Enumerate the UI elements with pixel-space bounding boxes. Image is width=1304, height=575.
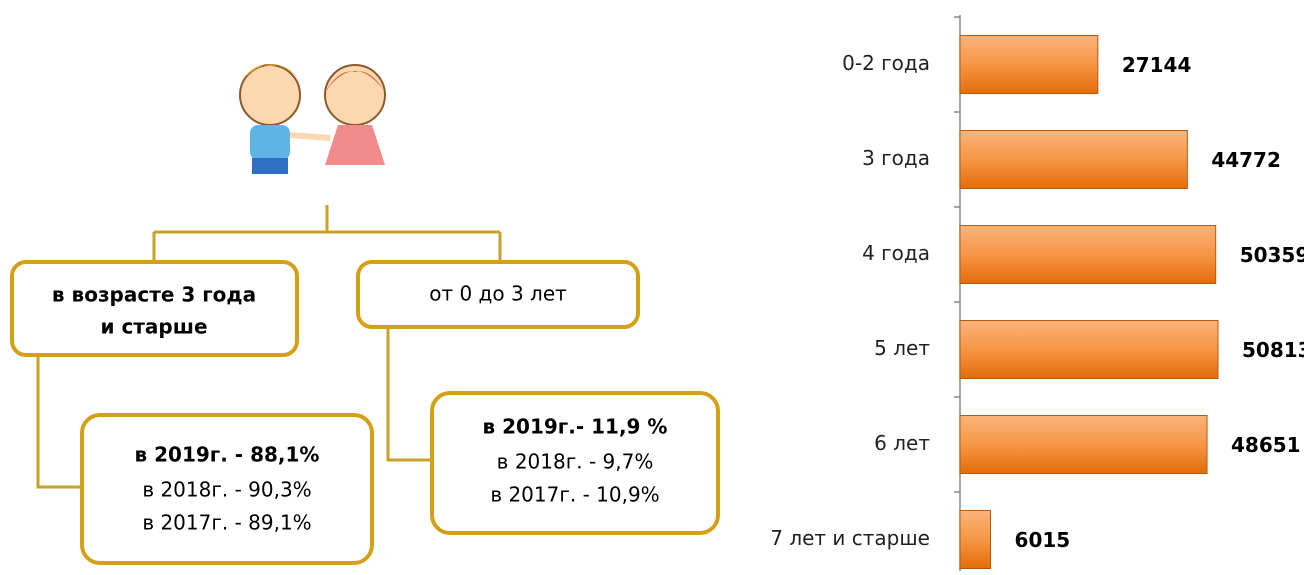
bar (960, 226, 1216, 284)
box-text: и старше (100, 315, 207, 339)
value-label: 44772 (1211, 148, 1281, 172)
bar-chart: 0-2 года 27144 3 года 44772 4 года 50359 5 лет… (770, 15, 1304, 571)
box-text: в возрасте 3 года (52, 283, 256, 307)
result-text: в 2018г. - 9,7% (497, 450, 654, 474)
result-text: в 2019г. - 88,1% (135, 443, 320, 467)
bar (960, 511, 991, 569)
value-label: 6015 (1015, 528, 1071, 552)
category-label: 6 лет (874, 431, 930, 455)
value-label: 48651 (1231, 433, 1301, 457)
category-label: 7 лет и старше (770, 526, 930, 550)
bar (960, 131, 1187, 189)
value-label: 27144 (1122, 53, 1192, 77)
box-text: от 0 до 3 лет (429, 282, 567, 306)
bar (960, 321, 1218, 379)
left-box (12, 262, 297, 355)
bar (960, 36, 1098, 94)
value-label: 50359 (1240, 243, 1304, 267)
canvas: в возрасте 3 года и старше от 0 до 3 лет… (0, 0, 1304, 571)
result-text: в 2017г. - 10,9% (490, 483, 659, 507)
result-text: в 2017г. - 89,1% (142, 511, 311, 535)
result-text: в 2018г. - 90,3% (142, 478, 311, 502)
category-label: 0-2 года (842, 51, 930, 75)
page: в возрасте 3 года и старше от 0 до 3 лет… (0, 0, 1304, 571)
bar (960, 416, 1207, 474)
kids-illustration (240, 64, 385, 174)
value-label: 50813 (1242, 338, 1304, 362)
category-label: 5 лет (874, 336, 930, 360)
result-text: в 2019г.- 11,9 % (483, 415, 668, 439)
category-label: 3 года (862, 146, 930, 170)
category-label: 4 года (862, 241, 930, 265)
